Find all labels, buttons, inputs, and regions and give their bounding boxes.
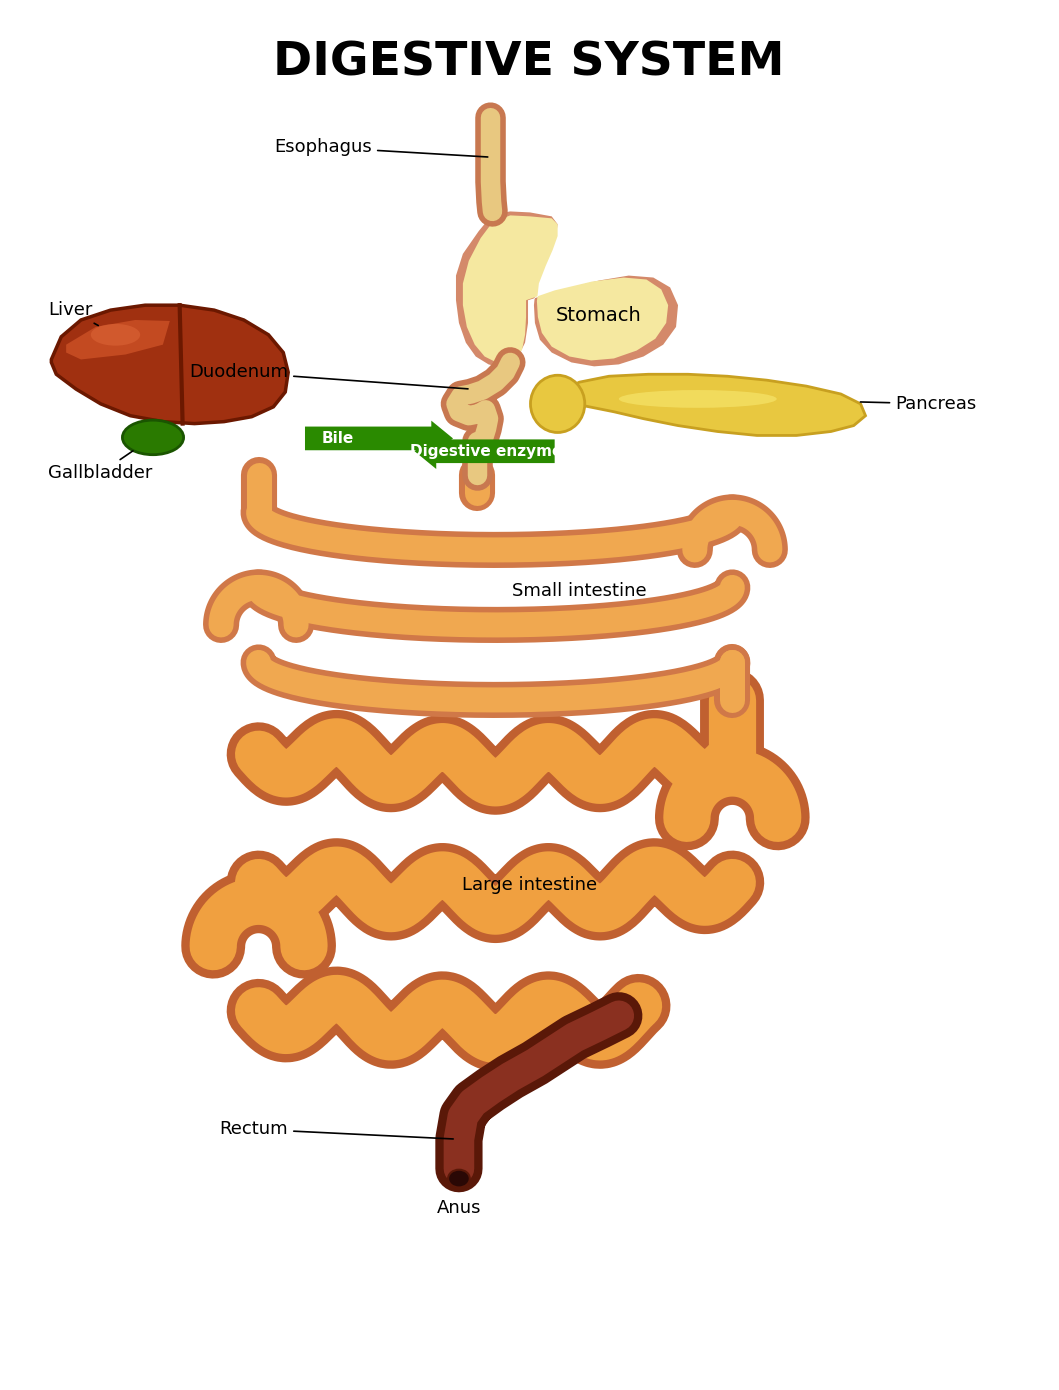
Ellipse shape xyxy=(448,1170,470,1187)
Text: Digestive enzymes: Digestive enzymes xyxy=(410,443,571,459)
Text: Large intestine: Large intestine xyxy=(463,877,597,895)
Text: Small intestine: Small intestine xyxy=(511,582,647,600)
Text: Liver: Liver xyxy=(49,302,98,325)
Polygon shape xyxy=(66,320,169,360)
Text: Esophagus: Esophagus xyxy=(274,138,488,157)
Text: Bile: Bile xyxy=(322,431,354,446)
FancyArrow shape xyxy=(305,421,453,456)
Polygon shape xyxy=(556,374,865,435)
Polygon shape xyxy=(51,306,288,424)
Ellipse shape xyxy=(618,391,776,407)
Ellipse shape xyxy=(531,375,585,432)
Ellipse shape xyxy=(123,420,183,455)
Text: Anus: Anus xyxy=(436,1200,481,1218)
Text: Pancreas: Pancreas xyxy=(860,395,976,413)
Polygon shape xyxy=(463,215,668,364)
FancyArrow shape xyxy=(414,434,555,468)
Text: Rectum: Rectum xyxy=(219,1120,453,1138)
Text: DIGESTIVE SYSTEM: DIGESTIVE SYSTEM xyxy=(273,40,785,86)
Polygon shape xyxy=(456,211,678,367)
Text: Stomach: Stomach xyxy=(556,306,642,324)
Text: Duodenum: Duodenum xyxy=(190,363,468,389)
Ellipse shape xyxy=(91,324,140,346)
Text: Gallbladder: Gallbladder xyxy=(49,450,152,482)
